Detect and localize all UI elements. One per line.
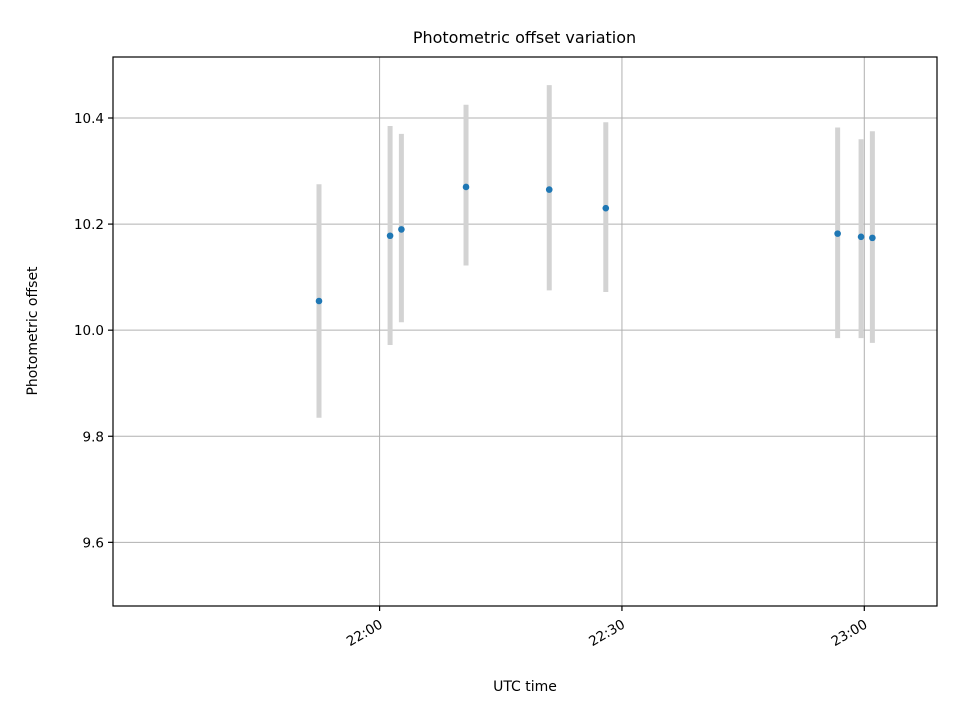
data-point (398, 226, 405, 233)
data-points (315, 183, 876, 305)
plot-frame (112, 56, 938, 607)
y-axis-ticks: 9.6 9.8 10.0 10.2 10.4 (74, 111, 113, 551)
y-tick-label: 9.6 (83, 535, 104, 551)
data-point (857, 233, 865, 241)
chart-title: Photometric offset variation (413, 28, 636, 47)
data-point (545, 186, 553, 193)
y-tick-label: 9.8 (83, 429, 104, 445)
y-tick-label: 10.4 (74, 111, 104, 127)
x-tick-label: 22:00 (344, 617, 386, 650)
data-point (869, 234, 876, 242)
data-point (602, 204, 610, 212)
data-point (462, 183, 470, 191)
x-tick-label: 22:30 (586, 617, 628, 650)
y-axis-label: Photometric offset (25, 266, 41, 396)
y-tick-label: 10.0 (74, 323, 104, 339)
data-point (834, 230, 841, 237)
data-point (315, 297, 323, 305)
y-tick-label: 10.2 (74, 217, 104, 233)
x-axis-label: UTC time (493, 679, 557, 695)
data-point (386, 232, 394, 240)
x-tick-label: 23:00 (829, 617, 871, 650)
grid-lines (113, 57, 937, 606)
